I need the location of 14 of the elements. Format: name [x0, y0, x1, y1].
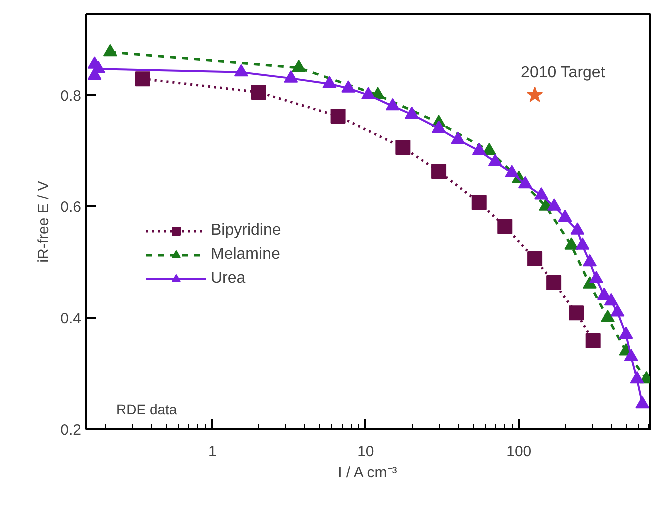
y-tick-label: 0.8 [60, 88, 82, 105]
legend-label: Urea [211, 270, 246, 288]
y-tick-label: 0.2 [60, 422, 82, 439]
y-axis-title: iR-free E / V [36, 181, 53, 263]
legend-label: Melamine [211, 246, 280, 264]
annotation: RDE data [116, 402, 178, 418]
x-tick-label: 10 [358, 444, 374, 460]
annotation: 2010 Target [521, 64, 606, 82]
y-tick-label: 0.4 [60, 310, 82, 328]
legend-label: Bipyridine [211, 222, 282, 240]
x-axis-title: I / A cm⁻³ [338, 464, 398, 482]
y-tick-label: 0.6 [60, 199, 82, 216]
x-tick-label: 100 [506, 444, 532, 460]
x-tick-label: 1 [208, 444, 217, 460]
